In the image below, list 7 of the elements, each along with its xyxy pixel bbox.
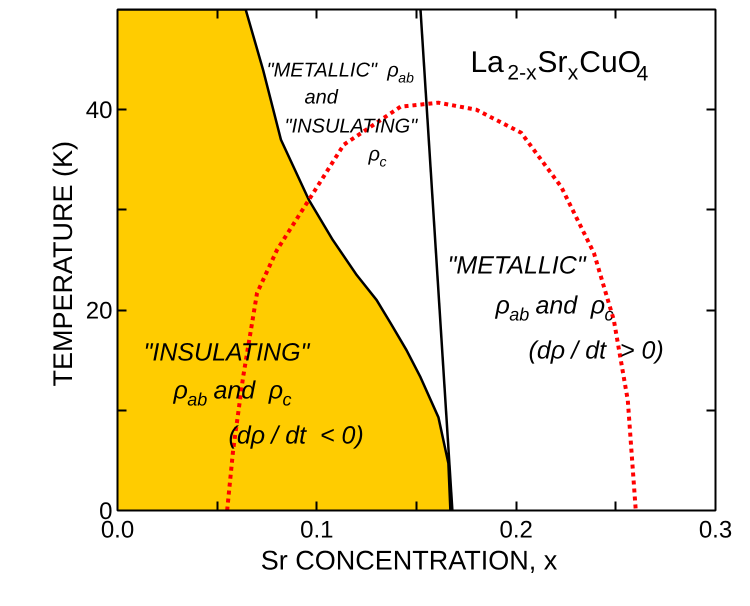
x-axis-title: Sr CONCENTRATION, x [260,546,558,576]
y-tick-label: 20 [86,298,113,325]
x-tick-label: 0.3 [698,516,732,544]
y-axis-title: TEMPERATURE (K) [48,140,78,387]
x-tick-label: 0.1 [300,516,334,544]
x-tick-label: 0.2 [499,516,533,544]
y-tick-label: 40 [86,97,113,124]
